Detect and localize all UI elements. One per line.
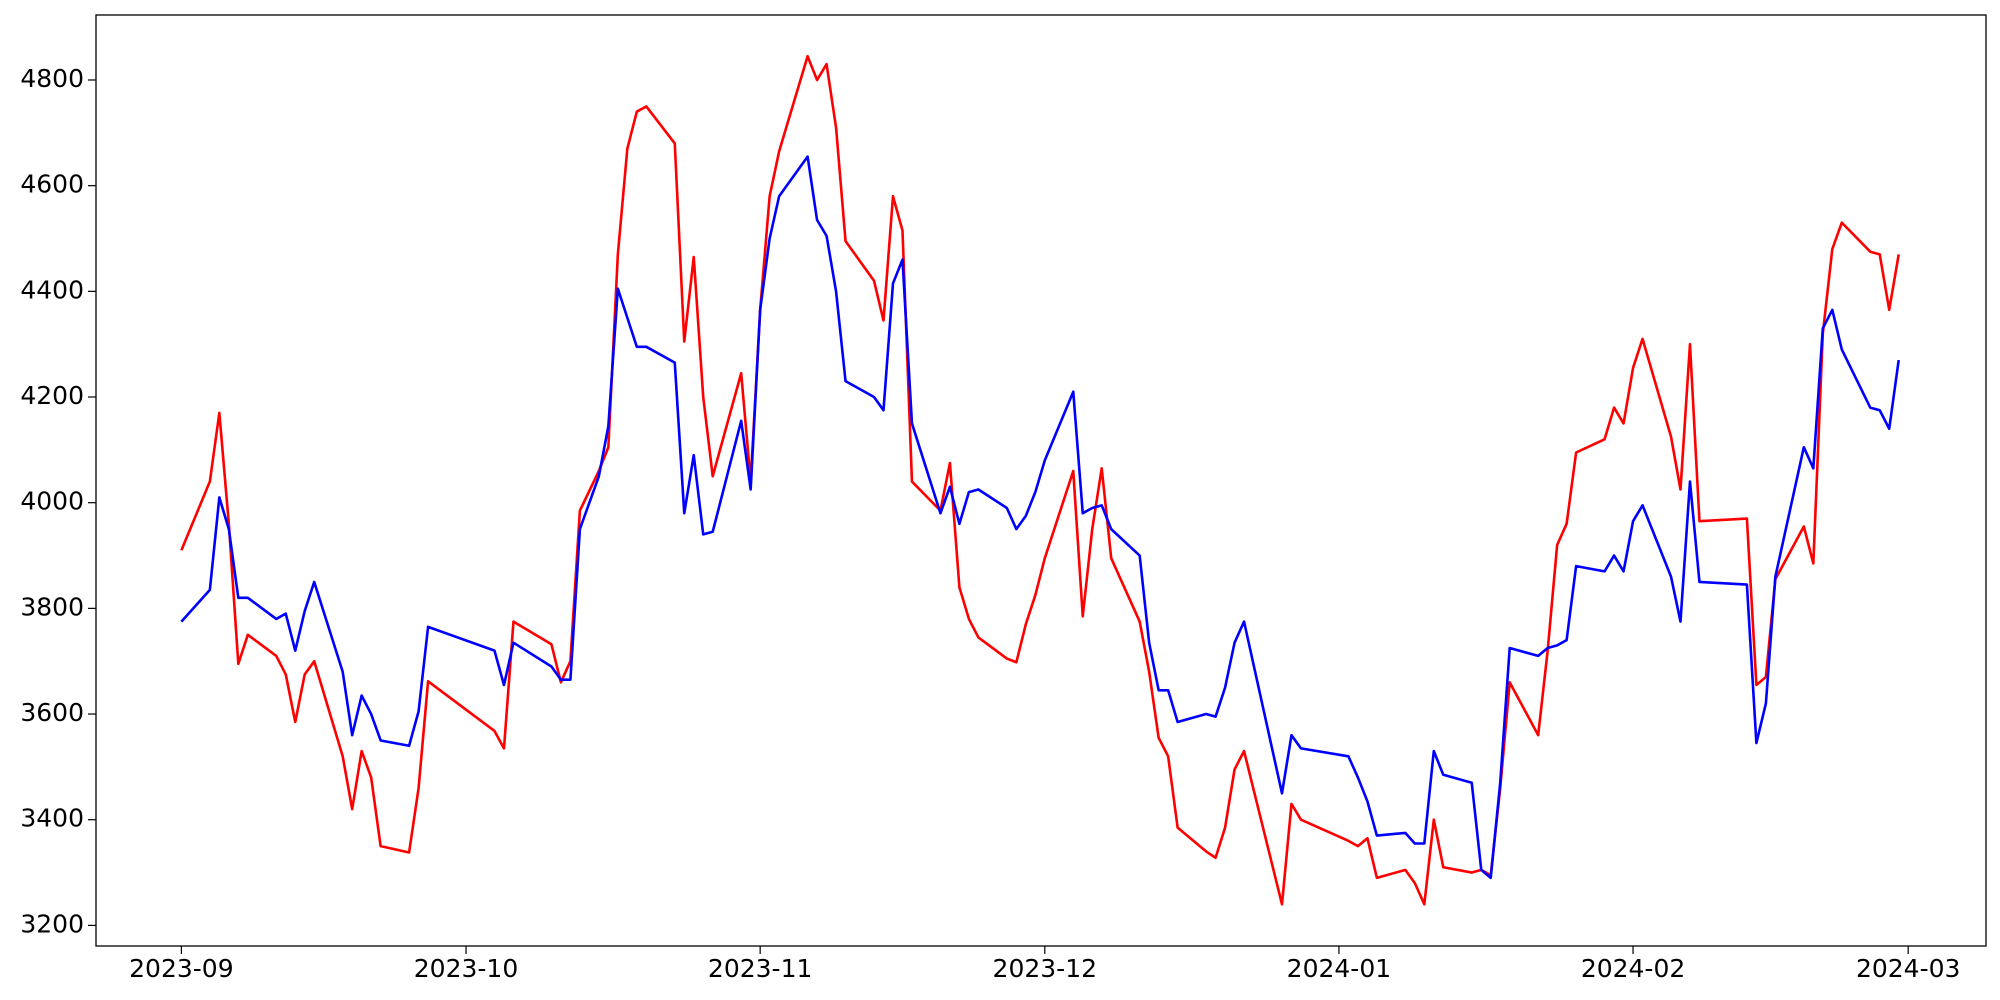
- x-tick-label: 2023-09: [129, 954, 233, 983]
- y-tick-label: 3600: [20, 698, 84, 727]
- y-tick-label: 3800: [20, 592, 84, 621]
- y-tick-label: 4800: [20, 64, 84, 93]
- y-tick-label: 3200: [20, 909, 84, 938]
- x-tick-label: 2023-10: [414, 954, 518, 983]
- plot-frame: [95, 14, 1987, 947]
- x-tick-label: 2023-12: [993, 954, 1097, 983]
- x-tick-label: 2023-11: [708, 954, 812, 983]
- x-tick-label: 2024-03: [1856, 954, 1960, 983]
- x-tick-label: 2024-02: [1581, 954, 1685, 983]
- x-tick-label: 2024-01: [1287, 954, 1391, 983]
- y-tick-label: 4200: [20, 381, 84, 410]
- y-tick-label: 4400: [20, 275, 84, 304]
- data-line: [180, 155, 1900, 880]
- y-tick-label: 4600: [20, 170, 84, 199]
- y-tick-label: 4000: [20, 487, 84, 516]
- y-tick-label: 3400: [20, 804, 84, 833]
- data-line: [180, 54, 1900, 906]
